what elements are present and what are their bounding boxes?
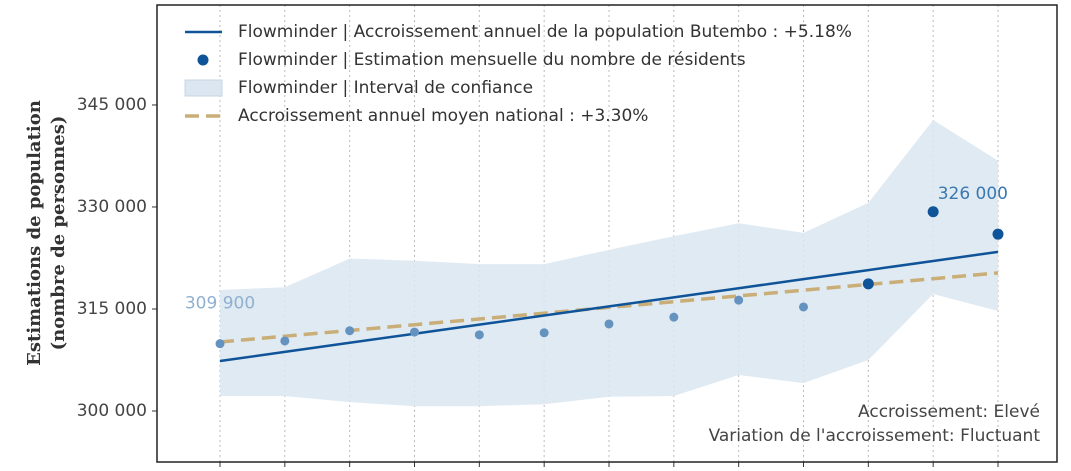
- data-point: [992, 228, 1004, 240]
- data-point: [474, 330, 484, 340]
- y-axis-label: (nombre de personnes): [48, 116, 69, 351]
- y-axis-label: Estimations de population: [24, 100, 45, 366]
- data-point: [215, 339, 225, 349]
- data-point: [799, 302, 808, 312]
- legend-label: Flowminder | Estimation mensuelle du nom…: [238, 50, 746, 70]
- legend-label: Accroissement annuel moyen national : +3…: [238, 106, 648, 126]
- data-point: [669, 312, 679, 322]
- data-point: [539, 328, 549, 338]
- data-point: [280, 336, 290, 346]
- value-label: 326 000: [938, 184, 1008, 204]
- data-point: [862, 278, 874, 290]
- confidence-band: [220, 119, 998, 407]
- data-point: [927, 206, 939, 218]
- data-point: [410, 327, 419, 337]
- annotation: Accroissement: Elevé: [858, 402, 1040, 422]
- y-tick-label: 315 000: [77, 299, 147, 319]
- legend-swatch: [197, 54, 209, 66]
- legend-swatch: [184, 79, 223, 97]
- annotation: Variation de l'accroissement: Fluctuant: [709, 426, 1041, 446]
- y-tick-label: 330 000: [77, 197, 147, 217]
- data-point: [604, 319, 614, 329]
- data-point: [734, 295, 744, 305]
- y-tick-label: 300 000: [77, 401, 147, 421]
- value-label: 309 900: [185, 294, 255, 314]
- plot-frame: [156, 4, 1058, 463]
- data-point: [345, 326, 355, 336]
- trend-line: [219, 250, 999, 363]
- y-tick-label: 345 000: [77, 95, 147, 115]
- legend-label: Flowminder | Interval de confiance: [238, 78, 533, 98]
- legend-label: Flowminder | Accroissement annuel de la …: [238, 22, 852, 42]
